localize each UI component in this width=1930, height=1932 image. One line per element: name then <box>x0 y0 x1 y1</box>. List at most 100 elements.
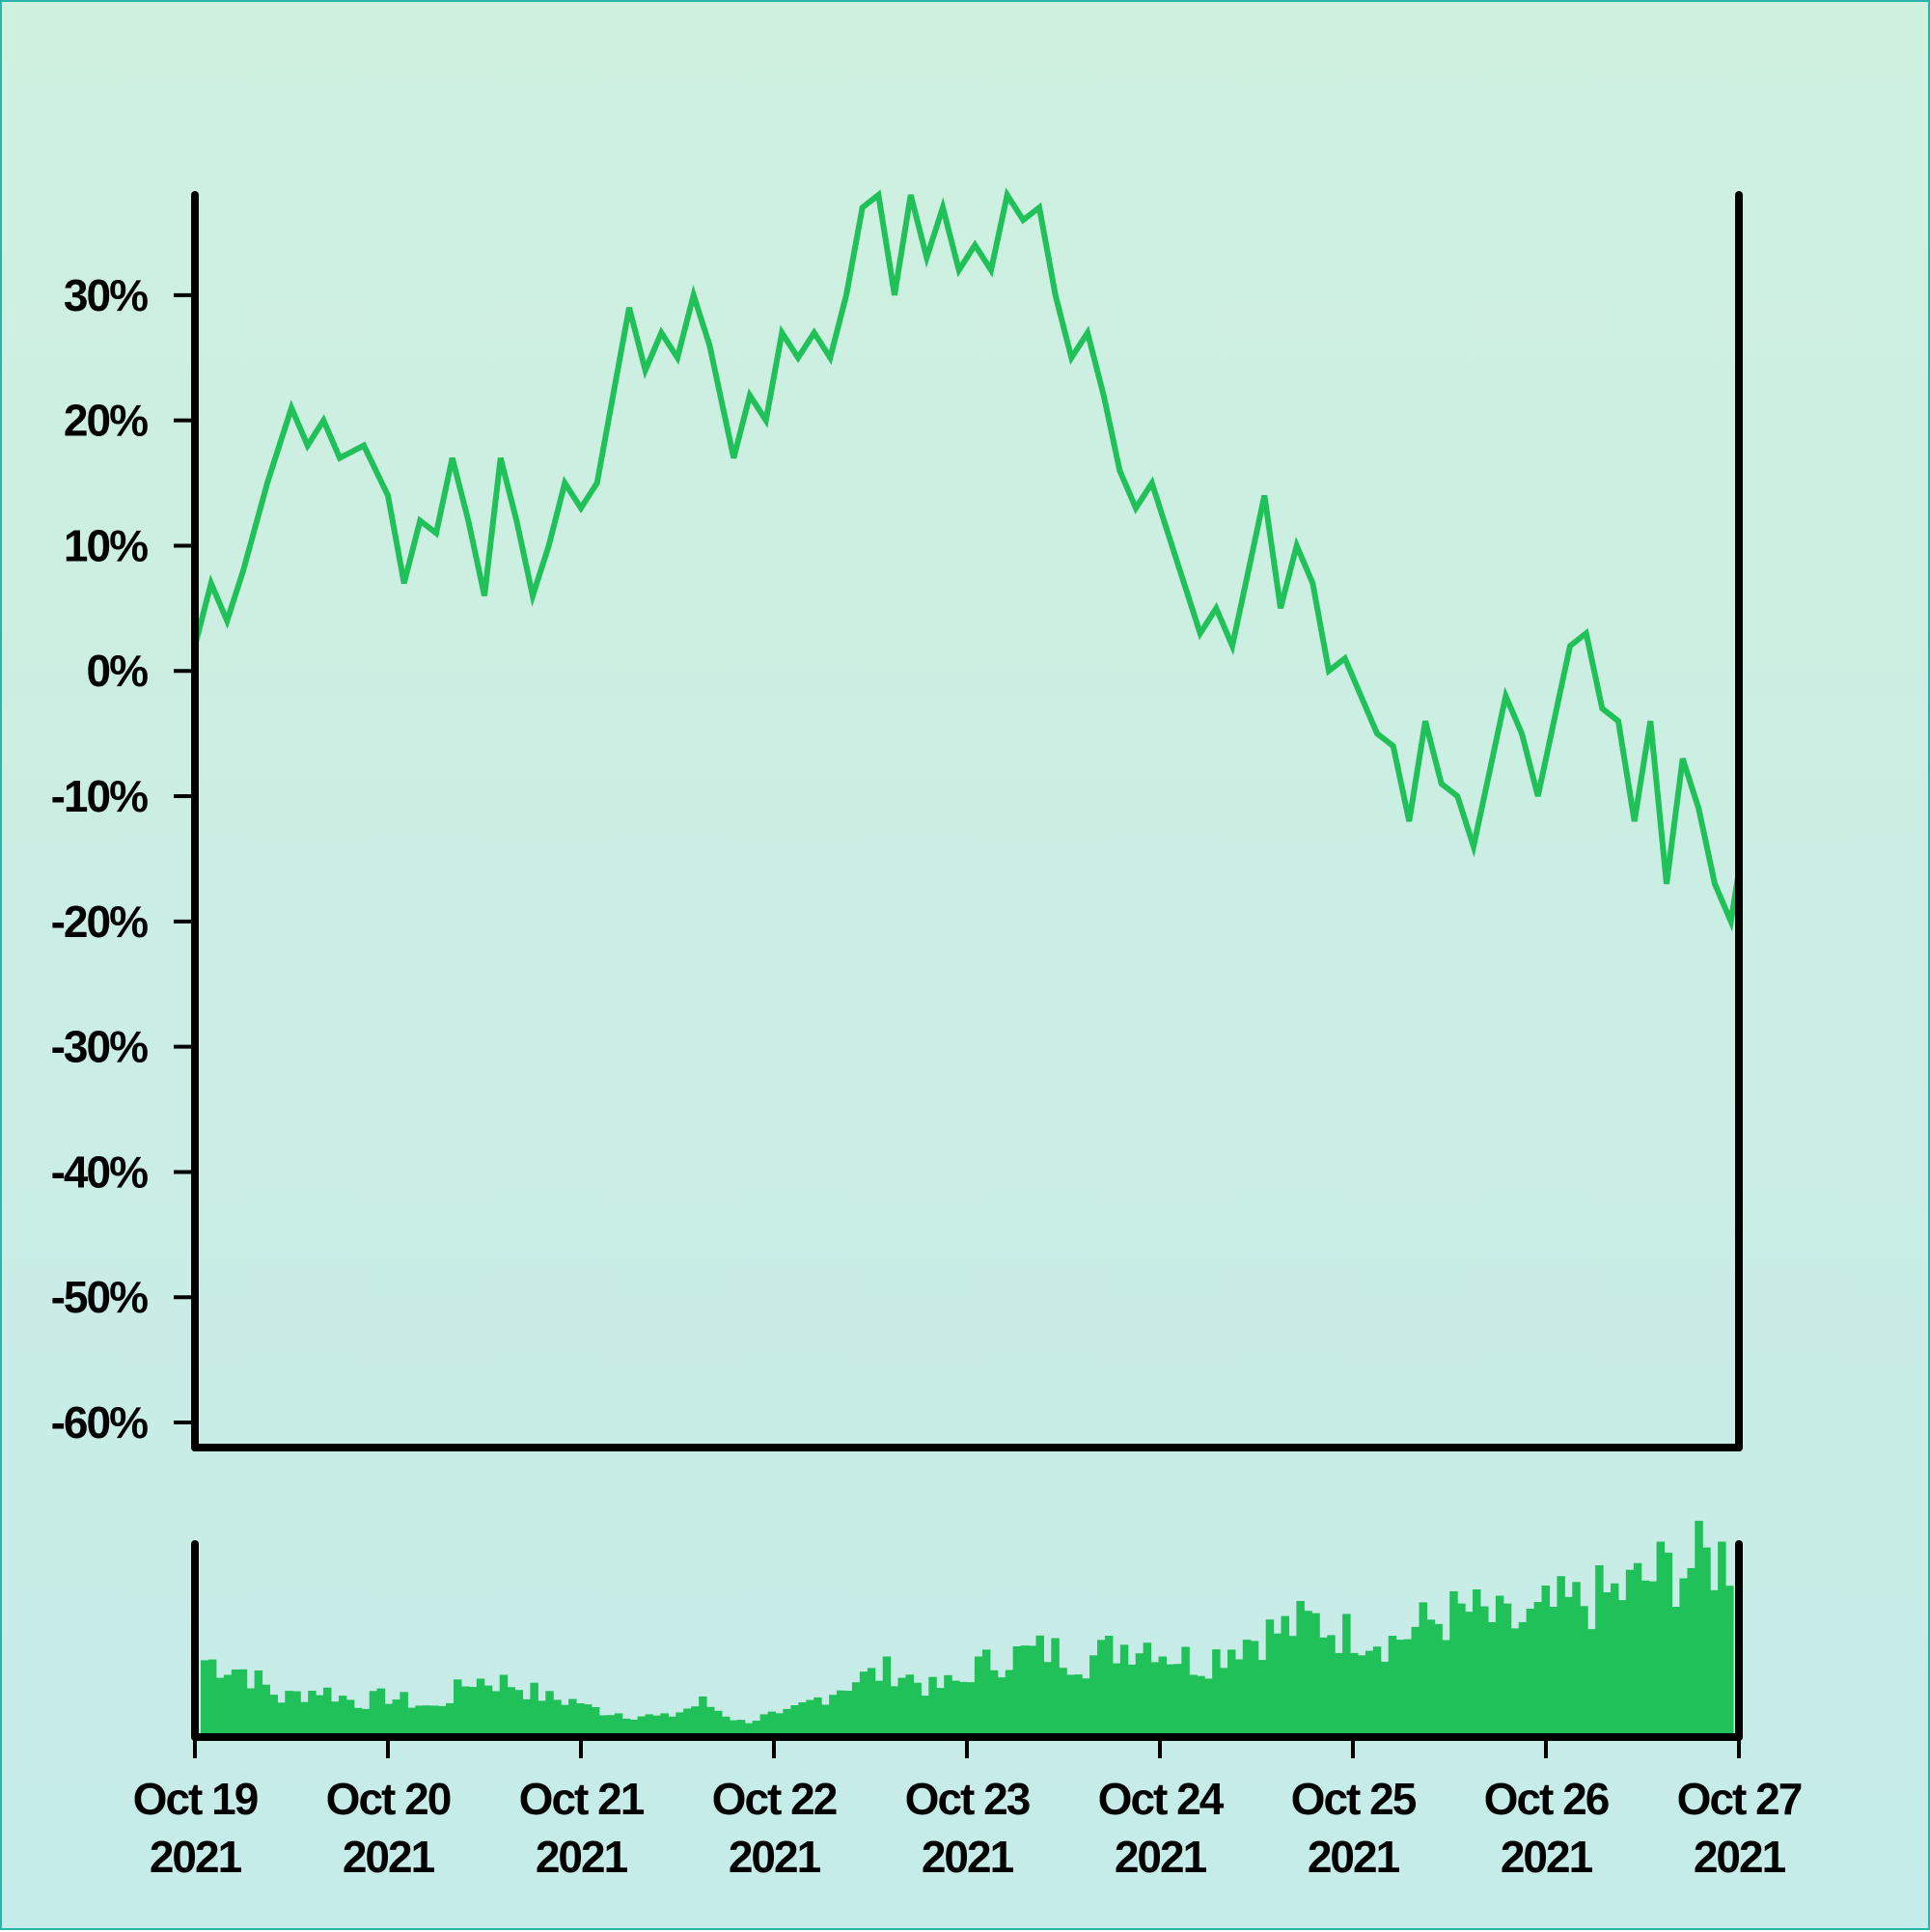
y-tick-label: 30% <box>64 270 148 320</box>
volume-bar <box>837 1690 845 1737</box>
volume-bar <box>959 1681 968 1737</box>
x-tick-label-year: 2021 <box>150 1832 242 1882</box>
volume-bar <box>1127 1664 1137 1737</box>
volume-bar <box>759 1714 769 1737</box>
volume-bar <box>1687 1567 1696 1737</box>
volume-bar <box>683 1708 692 1737</box>
volume-bar <box>851 1682 861 1737</box>
volume-bar <box>1028 1645 1036 1737</box>
volume-bar <box>1227 1649 1236 1737</box>
volume-bar <box>614 1713 623 1737</box>
volume-bar <box>1640 1580 1650 1737</box>
volume-bar <box>1710 1589 1719 1737</box>
volume-bar <box>821 1704 830 1737</box>
volume-bar <box>660 1713 669 1737</box>
volume-bar <box>1465 1612 1474 1737</box>
volume-bar <box>369 1691 378 1737</box>
volume-bar <box>1035 1635 1044 1737</box>
volume-bar <box>1319 1637 1328 1737</box>
volume-bar <box>829 1695 838 1737</box>
volume-bar <box>483 1685 493 1737</box>
x-tick-label-date: Oct 20 <box>326 1774 451 1824</box>
volume-bar <box>1158 1656 1167 1737</box>
x-tick-label-year: 2021 <box>1501 1832 1593 1882</box>
volume-bar <box>430 1705 439 1737</box>
volume-bar <box>1288 1636 1297 1737</box>
volume-bar <box>454 1679 462 1737</box>
volume-bar <box>951 1680 960 1737</box>
volume-bar <box>1150 1662 1160 1737</box>
volume-bar <box>744 1723 754 1737</box>
volume-bar <box>1189 1674 1198 1737</box>
volume-bar <box>1595 1565 1604 1737</box>
volume-bar <box>629 1720 639 1737</box>
volume-bar <box>1097 1640 1106 1737</box>
x-tick-label: Oct 19 2021 <box>133 1774 258 1882</box>
volume-bar <box>1442 1640 1450 1737</box>
y-tick-label: -60% <box>51 1397 148 1448</box>
y-tick-label: -10% <box>51 771 148 821</box>
volume-bar <box>392 1699 400 1737</box>
volume-bar <box>1671 1607 1680 1737</box>
volume-bar <box>913 1682 922 1737</box>
volume-bar <box>1204 1678 1213 1737</box>
x-tick-label-date: Oct 22 <box>712 1774 837 1824</box>
volume-bar <box>1197 1675 1205 1737</box>
volume-bar <box>1311 1613 1320 1737</box>
volume-bar <box>1059 1668 1067 1737</box>
volume-bar <box>1611 1583 1619 1737</box>
x-tick-label-year: 2021 <box>343 1832 435 1882</box>
volume-bar <box>621 1718 631 1737</box>
volume-bar <box>584 1704 593 1737</box>
volume-bar <box>989 1670 999 1737</box>
volume-bar <box>262 1684 270 1737</box>
volume-bar <box>1549 1607 1558 1737</box>
y-tick-label: 20% <box>64 396 148 446</box>
volume-bar <box>729 1720 738 1737</box>
x-tick-label: Oct 21 2021 <box>519 1774 645 1882</box>
volume-bar <box>361 1708 371 1737</box>
volume-bar <box>974 1656 983 1737</box>
volume-bar <box>1449 1590 1458 1737</box>
volume-bar <box>400 1692 408 1737</box>
volume-bar <box>1533 1602 1543 1737</box>
x-tick-label-year: 2021 <box>729 1832 821 1882</box>
volume-bar <box>798 1702 807 1737</box>
x-tick-label-date: Oct 26 <box>1484 1774 1609 1824</box>
volume-bar <box>338 1696 347 1737</box>
volume-bar <box>699 1696 707 1737</box>
volume-bar <box>668 1716 676 1737</box>
volume-bar <box>1181 1646 1190 1737</box>
volume-bar <box>1357 1655 1366 1737</box>
volume-bar <box>706 1706 715 1737</box>
volume-bar <box>1656 1541 1666 1737</box>
volume-bar <box>967 1682 976 1737</box>
volume-bar <box>1403 1639 1413 1737</box>
volume-bar <box>1633 1562 1642 1737</box>
volume-bar <box>254 1670 263 1737</box>
volume-bar <box>207 1659 217 1737</box>
volume-bar <box>1510 1628 1520 1737</box>
volume-bar <box>1066 1674 1075 1737</box>
volume-bar <box>1350 1652 1359 1737</box>
x-tick-label-year: 2021 <box>536 1832 628 1882</box>
volume-bar <box>553 1699 562 1737</box>
volume-bar <box>353 1707 363 1737</box>
volume-bar <box>438 1705 447 1737</box>
volume-bar <box>783 1708 791 1737</box>
volume-bar <box>767 1711 777 1737</box>
volume-bar <box>1487 1621 1497 1737</box>
volume-bar <box>1135 1653 1144 1737</box>
volume-bar <box>1526 1609 1535 1737</box>
volume-bar <box>1395 1640 1405 1737</box>
volume-bar <box>1304 1611 1312 1737</box>
volume-bar <box>1281 1615 1289 1737</box>
volume-bar <box>1426 1619 1435 1737</box>
y-tick-label: -50% <box>51 1272 148 1322</box>
volume-bar <box>491 1691 501 1737</box>
volume-bar <box>721 1716 731 1737</box>
volume-bar <box>752 1721 761 1737</box>
volume-bar <box>1580 1606 1588 1737</box>
